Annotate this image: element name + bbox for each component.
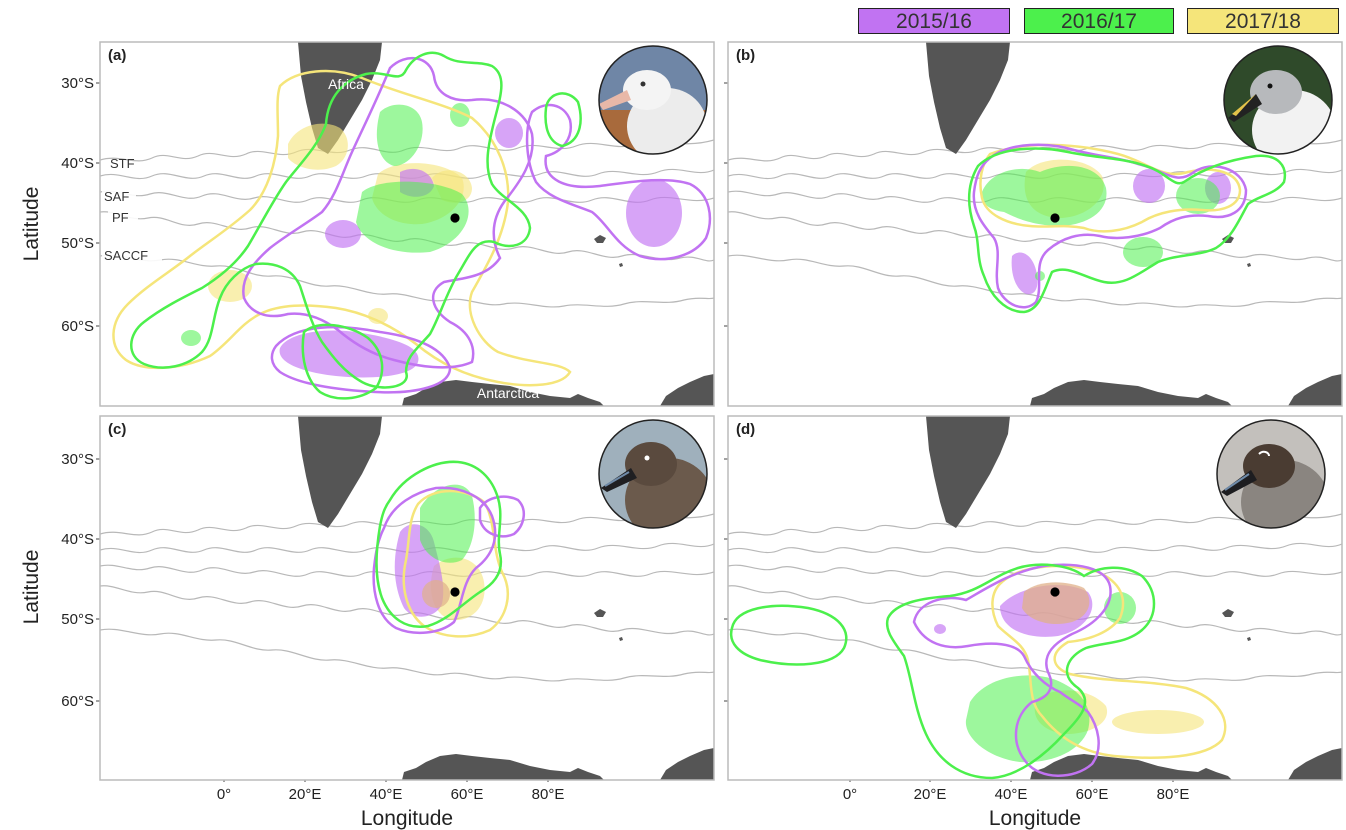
- contours-2017-18: [112, 69, 572, 387]
- colony-marker: [1050, 587, 1060, 597]
- lat-tick: 30°S: [61, 75, 94, 92]
- region-label-antarctica: Antarctica: [477, 385, 539, 401]
- panel-label-b: (b): [736, 47, 755, 64]
- core-areas-2015-16: [1011, 169, 1231, 295]
- lon-tick: 0°: [217, 786, 231, 803]
- lat-ticks-top: 30°S 40°S 50°S 60°S: [61, 75, 94, 335]
- legend-label: 2016/17: [1061, 10, 1137, 33]
- contours-2016-17: [375, 460, 503, 629]
- lon-tick: 20°E: [289, 786, 322, 803]
- albatross-photo-light-mantled: [1216, 419, 1326, 529]
- front-label-saccf: SACCF: [104, 248, 148, 263]
- lon-tick: 60°E: [451, 786, 484, 803]
- lat-tick: 30°S: [61, 451, 94, 468]
- front-label-saf: SAF: [104, 189, 129, 204]
- legend-item-2016-17: 2016/17: [1024, 8, 1174, 34]
- contours-2016-17: [130, 51, 582, 400]
- colony-marker: [450, 587, 460, 597]
- lat-tick: 60°S: [61, 693, 94, 710]
- lon-tick: 0°: [843, 786, 857, 803]
- contours-2016-17: [967, 147, 1287, 314]
- y-axis-title-top: Latitude: [20, 187, 43, 262]
- panel-b: (b): [727, 41, 1343, 407]
- region-label-africa: Africa: [328, 76, 364, 92]
- lat-tick: 50°S: [61, 235, 94, 252]
- lon-tick: 40°E: [995, 786, 1028, 803]
- front-label-pf: PF: [112, 210, 129, 225]
- lat-tick: 40°S: [61, 531, 94, 548]
- core-areas-2016-17: [181, 103, 470, 346]
- lat-tick: 40°S: [61, 155, 94, 172]
- legend-item-2015-16: 2015/16: [858, 8, 1010, 34]
- y-axis-title-bottom: Latitude: [20, 550, 43, 625]
- lon-tick: 80°E: [1157, 786, 1190, 803]
- contours-2015-16: [242, 56, 712, 394]
- panel-a: Africa Antarctica STF SAF PF SACCF (a): [99, 41, 715, 407]
- lat-tick: 60°S: [61, 318, 94, 335]
- x-axis-title-right: Longitude: [989, 807, 1081, 830]
- lon-ticks-right: 0° 20°E 40°E 60°E 80°E: [843, 786, 1190, 803]
- panel-c: (c): [99, 415, 715, 781]
- legend-item-2017-18: 2017/18: [1187, 8, 1339, 34]
- contours-2016-17: [729, 563, 1156, 780]
- x-axis-title-left: Longitude: [361, 807, 453, 830]
- contours-2017-18: [991, 564, 1227, 759]
- legend-label: 2017/18: [1225, 10, 1301, 33]
- lon-tick: 80°E: [532, 786, 565, 803]
- colony-marker: [450, 213, 460, 223]
- core-areas-2016-17: [981, 165, 1220, 281]
- lon-tick: 60°E: [1076, 786, 1109, 803]
- lon-tick: 40°E: [370, 786, 403, 803]
- lon-ticks-left: 0° 20°E 40°E 60°E 80°E: [217, 786, 565, 803]
- panel-label-a: (a): [108, 47, 126, 64]
- panel-d: (d): [727, 415, 1343, 781]
- contours-2017-18: [979, 143, 1242, 233]
- colony-marker: [1050, 213, 1060, 223]
- lat-ticks-bottom: 30°S 40°S 50°S 60°S: [61, 451, 94, 710]
- front-label-stf: STF: [110, 156, 135, 171]
- panel-label-d: (d): [736, 421, 755, 438]
- lon-tick: 20°E: [914, 786, 947, 803]
- contours-2015-16: [912, 563, 1112, 777]
- panel-label-c: (c): [108, 421, 126, 438]
- legend-label: 2015/16: [896, 10, 972, 33]
- lat-tick: 50°S: [61, 611, 94, 628]
- core-areas-2016-17: [420, 484, 475, 563]
